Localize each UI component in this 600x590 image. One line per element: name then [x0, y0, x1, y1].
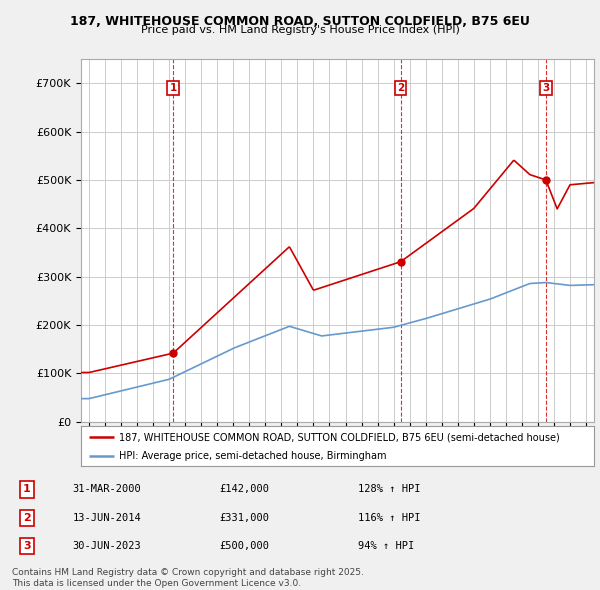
Text: 116% ↑ HPI: 116% ↑ HPI	[358, 513, 420, 523]
Text: 187, WHITEHOUSE COMMON ROAD, SUTTON COLDFIELD, B75 6EU: 187, WHITEHOUSE COMMON ROAD, SUTTON COLD…	[70, 15, 530, 28]
Text: 3: 3	[542, 83, 550, 93]
Text: Price paid vs. HM Land Registry's House Price Index (HPI): Price paid vs. HM Land Registry's House …	[140, 25, 460, 35]
Text: £142,000: £142,000	[220, 484, 269, 494]
Text: 94% ↑ HPI: 94% ↑ HPI	[358, 541, 414, 551]
Text: 3: 3	[23, 541, 31, 551]
Text: 1: 1	[170, 83, 177, 93]
Text: £331,000: £331,000	[220, 513, 269, 523]
Text: 31-MAR-2000: 31-MAR-2000	[73, 484, 141, 494]
Text: 13-JUN-2014: 13-JUN-2014	[73, 513, 141, 523]
Text: 2: 2	[397, 83, 404, 93]
Text: 2: 2	[23, 513, 31, 523]
Text: 1: 1	[23, 484, 31, 494]
Text: 30-JUN-2023: 30-JUN-2023	[73, 541, 141, 551]
Text: HPI: Average price, semi-detached house, Birmingham: HPI: Average price, semi-detached house,…	[119, 451, 387, 461]
Text: Contains HM Land Registry data © Crown copyright and database right 2025.
This d: Contains HM Land Registry data © Crown c…	[12, 568, 364, 588]
Text: £500,000: £500,000	[220, 541, 269, 551]
Text: 187, WHITEHOUSE COMMON ROAD, SUTTON COLDFIELD, B75 6EU (semi-detached house): 187, WHITEHOUSE COMMON ROAD, SUTTON COLD…	[119, 432, 560, 442]
Text: 128% ↑ HPI: 128% ↑ HPI	[358, 484, 420, 494]
